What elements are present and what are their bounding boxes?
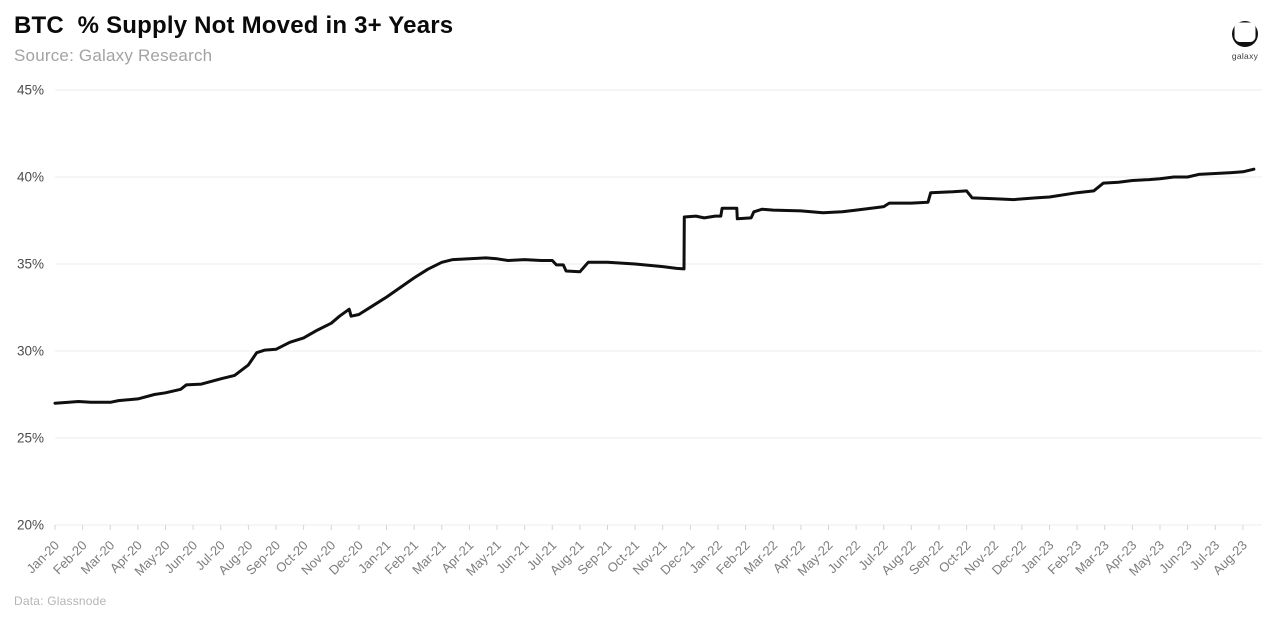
svg-text:25%: 25% (17, 431, 44, 446)
svg-text:35%: 35% (17, 257, 44, 272)
chart-footer-data-source: Data: Glassnode (14, 594, 107, 608)
svg-text:40%: 40% (17, 170, 44, 185)
galaxy-logo: galaxy (1222, 20, 1268, 61)
y-axis-labels: 20% 25% 30% 35% 40% 45% (17, 83, 44, 533)
page-title: BTC % Supply Not Moved in 3+ Years (14, 12, 454, 39)
svg-text:45%: 45% (17, 83, 44, 98)
galaxy-logo-text: galaxy (1231, 51, 1259, 61)
btc-supply-line-series (53, 167, 1256, 405)
gridlines (55, 89, 1262, 526)
chart-subtitle-source: Source: Galaxy Research (14, 46, 213, 65)
x-axis-ticks (54, 525, 1244, 530)
x-axis-labels: Jan-20Feb-20Mar-20Apr-20May-20Jun-20Jul-… (23, 538, 1250, 579)
svg-text:20%: 20% (17, 518, 44, 533)
galaxy-helmet-icon (1231, 21, 1259, 50)
svg-text:30%: 30% (17, 344, 44, 359)
